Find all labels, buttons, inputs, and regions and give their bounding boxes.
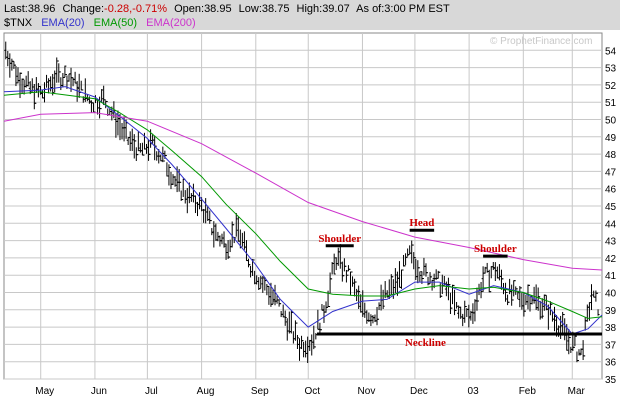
y-tick-label: 51	[605, 98, 617, 109]
price-bar	[455, 301, 459, 311]
y-tick-label: 53	[605, 64, 617, 75]
last-value: 38.96	[28, 3, 56, 15]
price-bar	[100, 89, 104, 110]
price-bar	[51, 73, 55, 96]
y-tick-label: 48	[605, 150, 617, 161]
neckline-label: Neckline	[405, 337, 446, 349]
price-bar	[136, 131, 140, 156]
price-bar	[283, 310, 287, 326]
y-tick-label: 52	[605, 81, 617, 92]
price-bar	[528, 284, 532, 312]
ema200-line	[3, 112, 603, 271]
y-tick-label: 37	[605, 340, 617, 351]
x-axis: May Jun Jul Aug Sep Oct Nov Dec 03 Feb Mar	[35, 386, 585, 397]
x-tick-label: Aug	[197, 386, 215, 397]
price-bar	[357, 285, 361, 309]
price-bar	[596, 292, 600, 316]
price-bar	[504, 282, 508, 302]
change-value: -0.28,-0.71%	[104, 3, 167, 15]
x-tick-label: Sep	[251, 386, 269, 397]
asof-value: 3:00 PM EST	[384, 3, 450, 15]
price-bar	[173, 175, 177, 187]
price-bar	[552, 306, 556, 332]
price-bar	[26, 71, 30, 87]
y-tick-label: 50	[605, 116, 617, 127]
low-value: 38.75	[262, 3, 290, 15]
price-bar	[222, 231, 226, 248]
y-tick-label: 35	[605, 375, 617, 386]
y-tick-label: 47	[605, 167, 617, 178]
pattern-annotations: Shoulder Head Shoulder Neckline	[316, 217, 602, 349]
legend-symbol: $TNX	[4, 17, 33, 29]
y-tick-label: 36	[605, 358, 617, 369]
price-bar	[14, 64, 18, 87]
x-tick-label: Feb	[519, 386, 537, 397]
y-tick-label: 41	[605, 271, 617, 282]
y-tick-label: 40	[605, 289, 617, 300]
high-value: 39.07	[322, 3, 350, 15]
price-bar	[259, 275, 263, 290]
price-bar	[271, 289, 275, 305]
legend-ema50: EMA(50)	[94, 17, 137, 29]
legend-ema200: EMA(200)	[146, 17, 196, 29]
ema50-line	[3, 91, 603, 319]
price-bar	[295, 322, 299, 349]
price-bar	[332, 253, 336, 275]
open-value: 38.95	[204, 3, 232, 15]
price-bar	[344, 265, 348, 283]
price-bar	[516, 288, 520, 300]
price-bar	[210, 220, 214, 236]
price-bar	[234, 212, 238, 239]
price-bar	[75, 81, 79, 102]
x-tick-label: Jul	[145, 386, 158, 397]
shoulder-label: Shoulder	[474, 243, 517, 255]
watermark: © ProphetFinance.com	[490, 36, 592, 47]
price-bar	[198, 192, 202, 210]
y-tick-label: 44	[605, 219, 617, 230]
x-tick-label: May	[35, 386, 54, 397]
x-tick-label: Nov	[358, 386, 376, 397]
price-bars	[4, 41, 600, 364]
y-tick-label: 38	[605, 323, 617, 334]
x-tick-label: Mar	[568, 386, 586, 397]
y-tick-label: 42	[605, 254, 617, 265]
ema20-line	[3, 86, 603, 335]
y-tick-label: 49	[605, 133, 617, 144]
price-bar	[63, 65, 67, 78]
y-axis: 35 36 37 38 39 40 41 42 43 44 45 46 47 48 49 50 51 52 53 54	[605, 46, 617, 386]
legend: $TNX EMA(20) EMA(50) EMA(200)	[4, 17, 196, 29]
y-tick-label: 45	[605, 202, 617, 213]
price-bar	[540, 298, 544, 319]
grid-lines	[4, 33, 602, 380]
x-tick-label: Dec	[410, 386, 428, 397]
x-tick-label: Oct	[304, 386, 320, 397]
price-bar	[467, 304, 471, 328]
legend-ema20: EMA(20)	[41, 17, 84, 29]
ema-lines	[3, 86, 603, 335]
y-tick-label: 43	[605, 237, 617, 248]
y-tick-label: 54	[605, 46, 617, 57]
x-tick-label: Jun	[91, 386, 107, 397]
y-tick-label: 46	[605, 185, 617, 196]
shoulder-label: Shoulder	[318, 233, 361, 245]
head-label: Head	[409, 217, 434, 229]
title-bar	[0, 0, 620, 30]
header-info: Last:38.96 Change:-0.28,-0.71% Open:38.9…	[4, 3, 450, 15]
price-bar	[369, 314, 373, 327]
price-bar	[393, 268, 397, 293]
price-bar	[491, 261, 495, 271]
x-tick-label: 03	[468, 386, 480, 397]
y-tick-label: 39	[605, 306, 617, 317]
price-bar	[577, 349, 581, 362]
price-bar	[587, 302, 591, 321]
price-bar	[418, 267, 422, 282]
